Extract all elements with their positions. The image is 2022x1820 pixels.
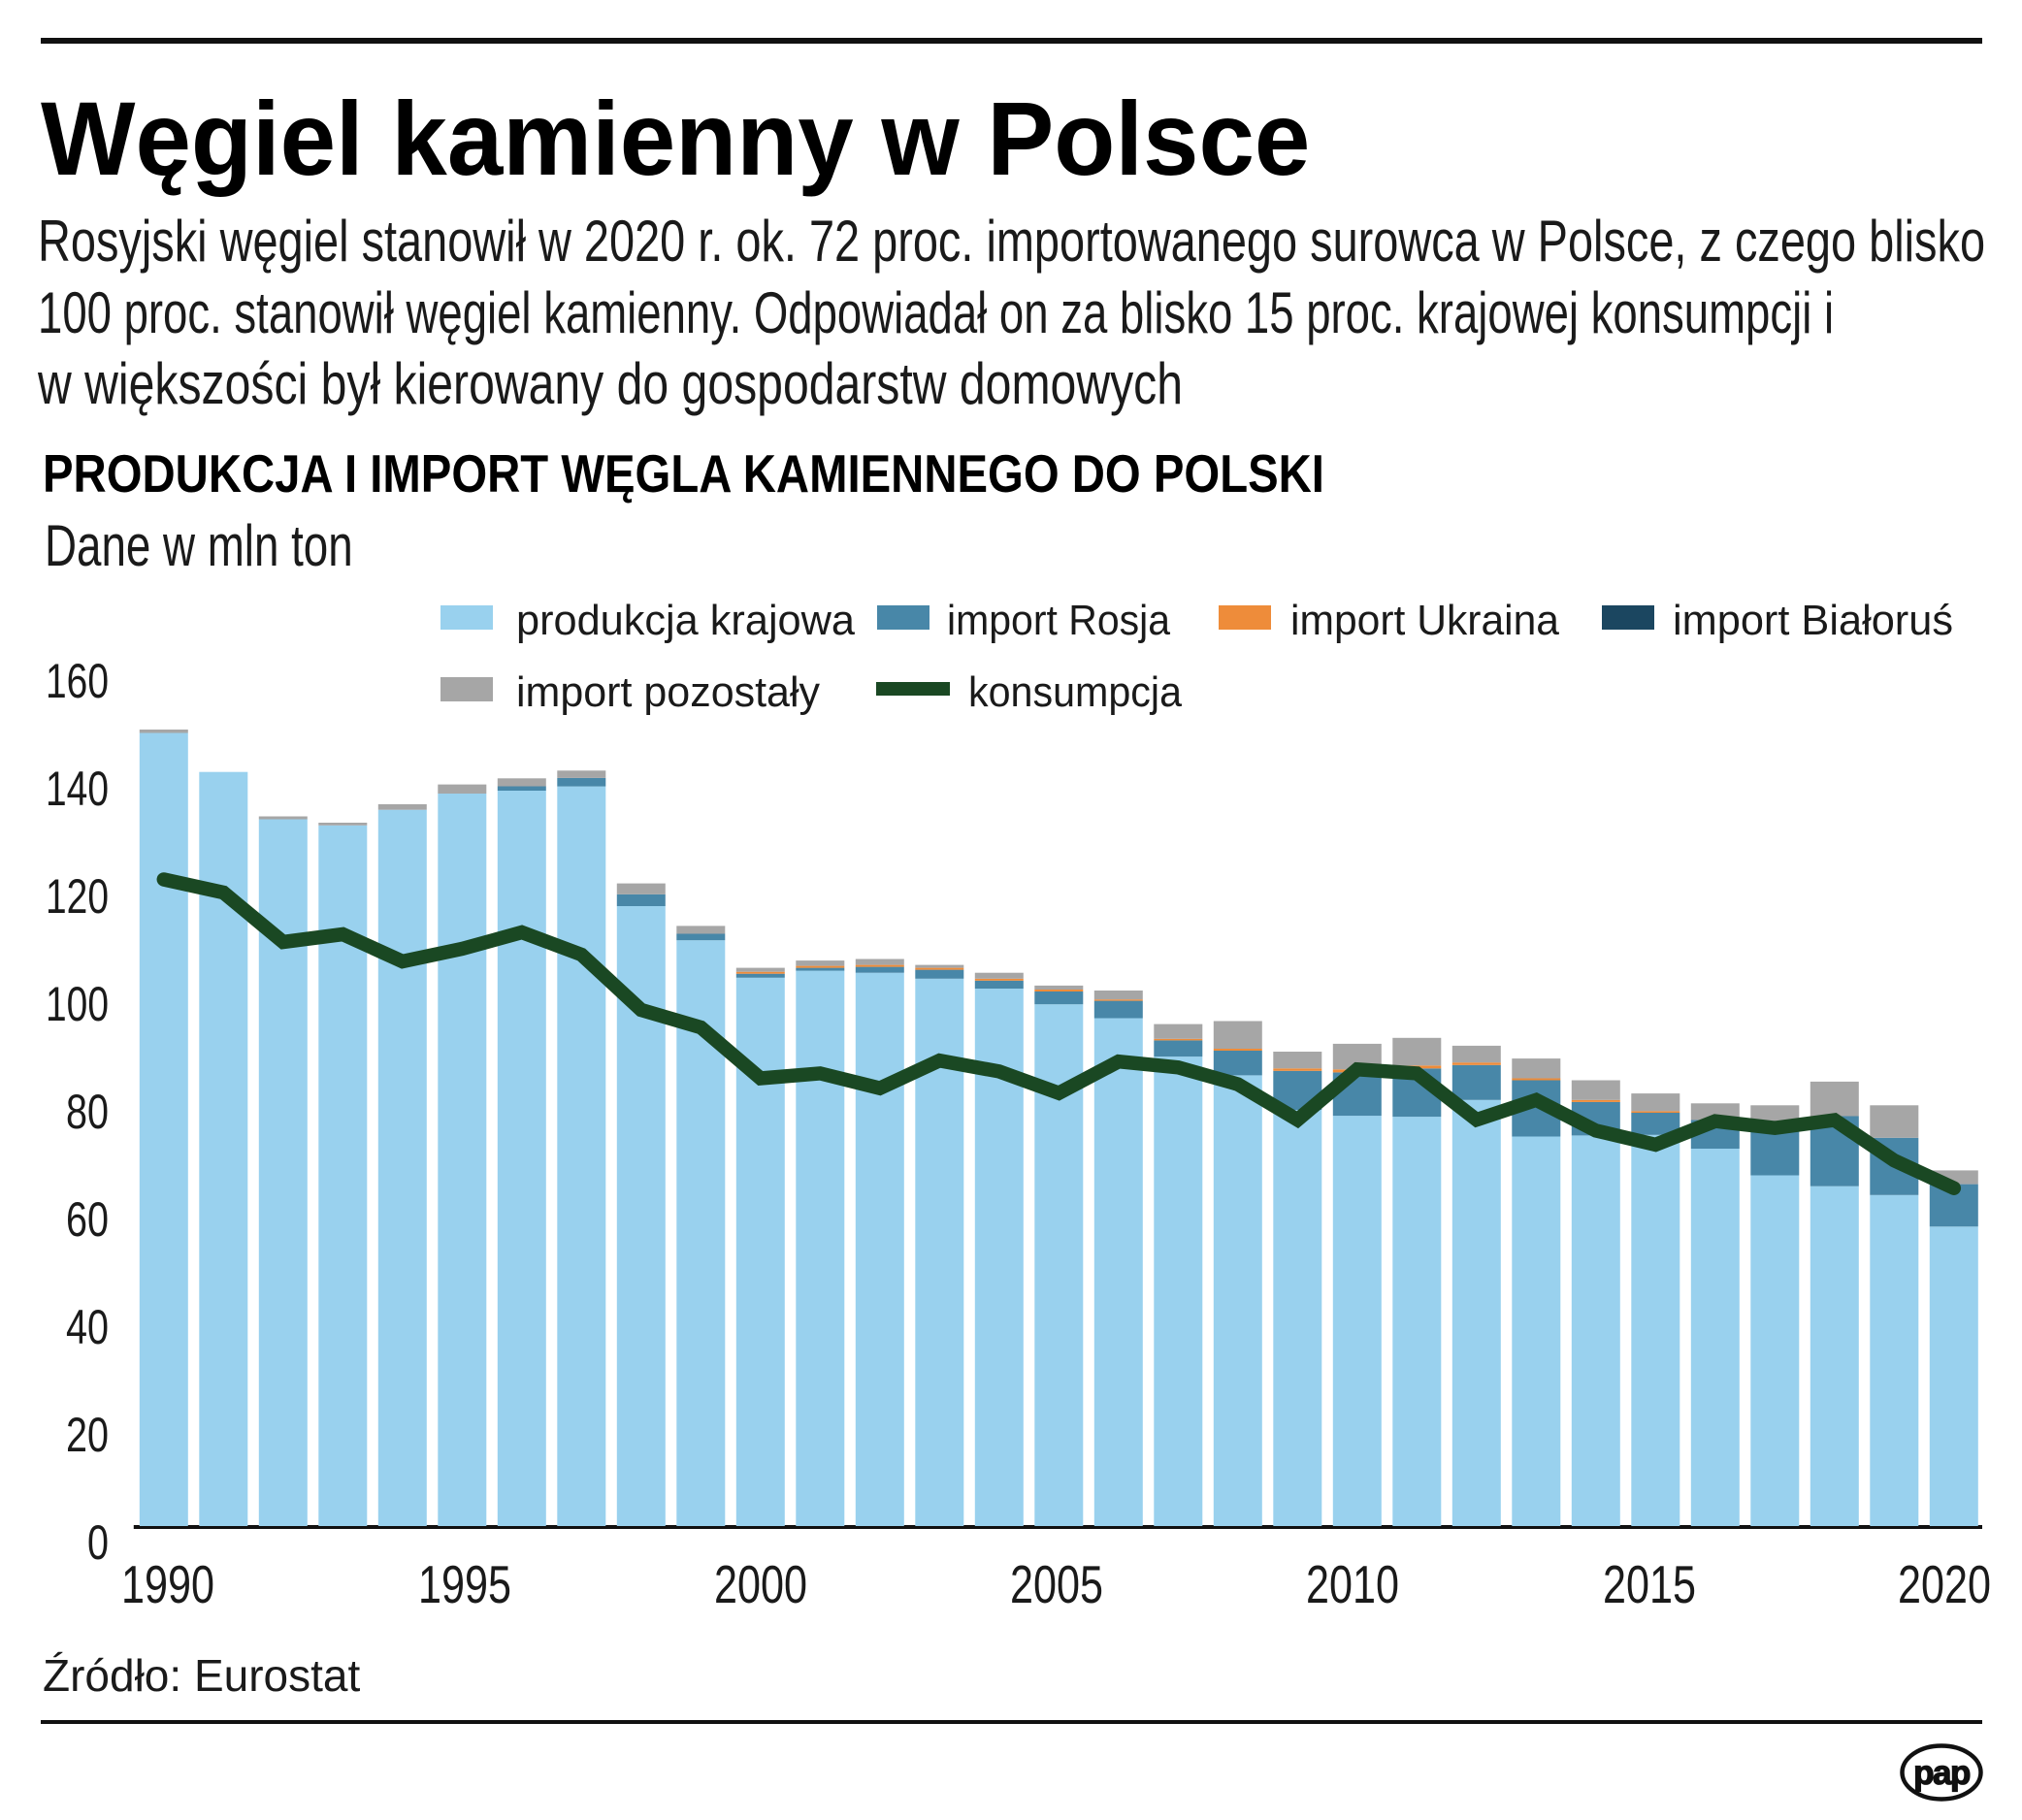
svg-text:import Ukraina: import Ukraina: [1290, 597, 1560, 644]
svg-text:2020: 2020: [1898, 1554, 1991, 1614]
svg-text:pap: pap: [1913, 1754, 1970, 1792]
svg-text:2000: 2000: [714, 1554, 807, 1614]
svg-text:1995: 1995: [418, 1554, 511, 1614]
svg-text:80: 80: [66, 1085, 109, 1139]
svg-text:import pozostały: import pozostały: [516, 668, 820, 716]
svg-text:2015: 2015: [1603, 1554, 1696, 1614]
svg-text:2005: 2005: [1010, 1554, 1103, 1614]
svg-text:100: 100: [46, 977, 109, 1031]
svg-text:20: 20: [66, 1408, 109, 1462]
svg-text:2010: 2010: [1306, 1554, 1399, 1614]
svg-text:import Białoruś: import Białoruś: [1673, 597, 1953, 644]
svg-text:140: 140: [46, 762, 109, 816]
svg-text:160: 160: [46, 654, 109, 708]
svg-text:60: 60: [66, 1192, 109, 1247]
svg-text:produkcja krajowa: produkcja krajowa: [516, 597, 856, 644]
svg-text:1990: 1990: [121, 1554, 214, 1614]
svg-text:0: 0: [87, 1515, 109, 1570]
svg-text:120: 120: [46, 869, 109, 924]
svg-text:import Rosja: import Rosja: [947, 597, 1170, 644]
svg-text:konsumpcja: konsumpcja: [968, 668, 1182, 716]
svg-text:40: 40: [66, 1300, 109, 1354]
